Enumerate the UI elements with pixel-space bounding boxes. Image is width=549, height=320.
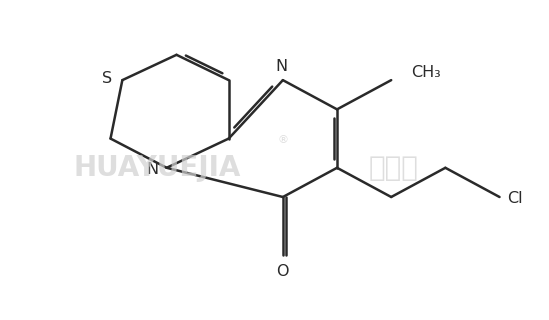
Text: N: N xyxy=(147,162,159,177)
Text: HUAYUEJIA: HUAYUEJIA xyxy=(73,154,240,182)
Text: ®: ® xyxy=(277,136,288,146)
Text: N: N xyxy=(276,59,288,74)
Text: CH₃: CH₃ xyxy=(411,65,440,80)
Text: Cl: Cl xyxy=(507,191,523,206)
Text: O: O xyxy=(277,264,289,278)
Text: 化学加: 化学加 xyxy=(368,154,418,182)
Text: S: S xyxy=(102,71,111,86)
